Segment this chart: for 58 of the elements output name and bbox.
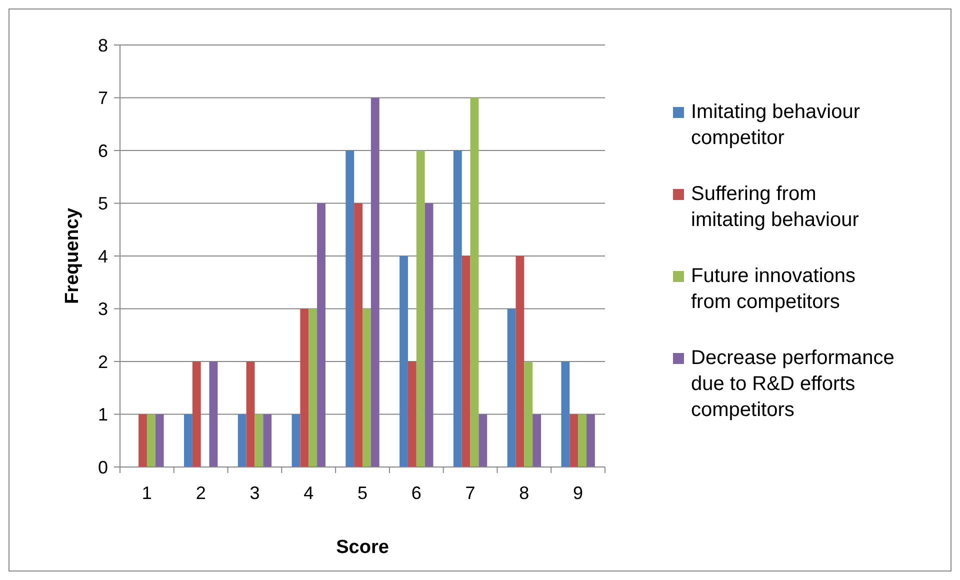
y-tick-label: 5 <box>98 194 108 214</box>
bar <box>578 414 586 467</box>
bar <box>462 256 470 467</box>
x-tick-label: 4 <box>304 483 314 503</box>
x-tick-label: 5 <box>357 483 368 503</box>
y-tick-label: 8 <box>98 35 108 56</box>
bar <box>516 256 524 467</box>
bar <box>263 414 272 467</box>
y-tick-label: 2 <box>98 352 108 372</box>
bar <box>346 150 354 467</box>
x-tick-label: 6 <box>411 483 422 503</box>
y-tick-label: 0 <box>98 457 108 478</box>
bar <box>408 362 416 467</box>
bar <box>354 203 362 467</box>
bar <box>532 414 542 467</box>
bar <box>370 98 380 467</box>
bar <box>570 414 578 467</box>
x-tick-label: 9 <box>573 483 584 503</box>
bar <box>155 414 164 467</box>
bar <box>308 308 318 467</box>
bar <box>400 256 408 467</box>
x-tick-label: 8 <box>519 483 530 503</box>
y-tick-label: 4 <box>98 246 108 266</box>
y-tick-label: 6 <box>98 140 108 161</box>
x-tick-label: 7 <box>465 483 476 503</box>
x-tick-label: 2 <box>196 483 206 503</box>
bar <box>238 414 246 467</box>
y-tick-label: 1 <box>98 404 108 425</box>
bar <box>561 362 570 467</box>
bar <box>362 308 371 467</box>
bar <box>146 414 156 467</box>
legend-label: Imitating behaviour competitor <box>691 101 860 149</box>
y-tick-label: 3 <box>98 299 108 320</box>
bar <box>300 308 309 467</box>
legend-label: Suffering from imitating behaviour <box>691 183 860 231</box>
bar <box>184 414 192 467</box>
bar <box>478 414 488 467</box>
bar <box>254 414 264 467</box>
bar <box>246 362 255 467</box>
bar <box>416 150 425 467</box>
x-axis-title: Score <box>336 537 389 558</box>
legend-label: Decrease performance due to R&D efforts competitors <box>691 347 894 421</box>
bar <box>424 203 434 467</box>
x-tick-label: 1 <box>142 483 152 503</box>
legend-label: Future innovations from competitors <box>691 265 856 313</box>
bar <box>524 362 533 467</box>
bar <box>292 414 300 467</box>
bar <box>192 362 201 467</box>
bar <box>453 150 462 467</box>
y-tick-label: 7 <box>98 88 108 108</box>
bar <box>470 98 479 467</box>
bar <box>138 414 147 467</box>
y-axis-title: Frequency <box>62 208 83 304</box>
bar <box>209 362 218 467</box>
x-tick-label: 3 <box>250 483 260 503</box>
bar <box>317 203 326 467</box>
bar <box>586 414 595 467</box>
bar <box>507 308 516 467</box>
